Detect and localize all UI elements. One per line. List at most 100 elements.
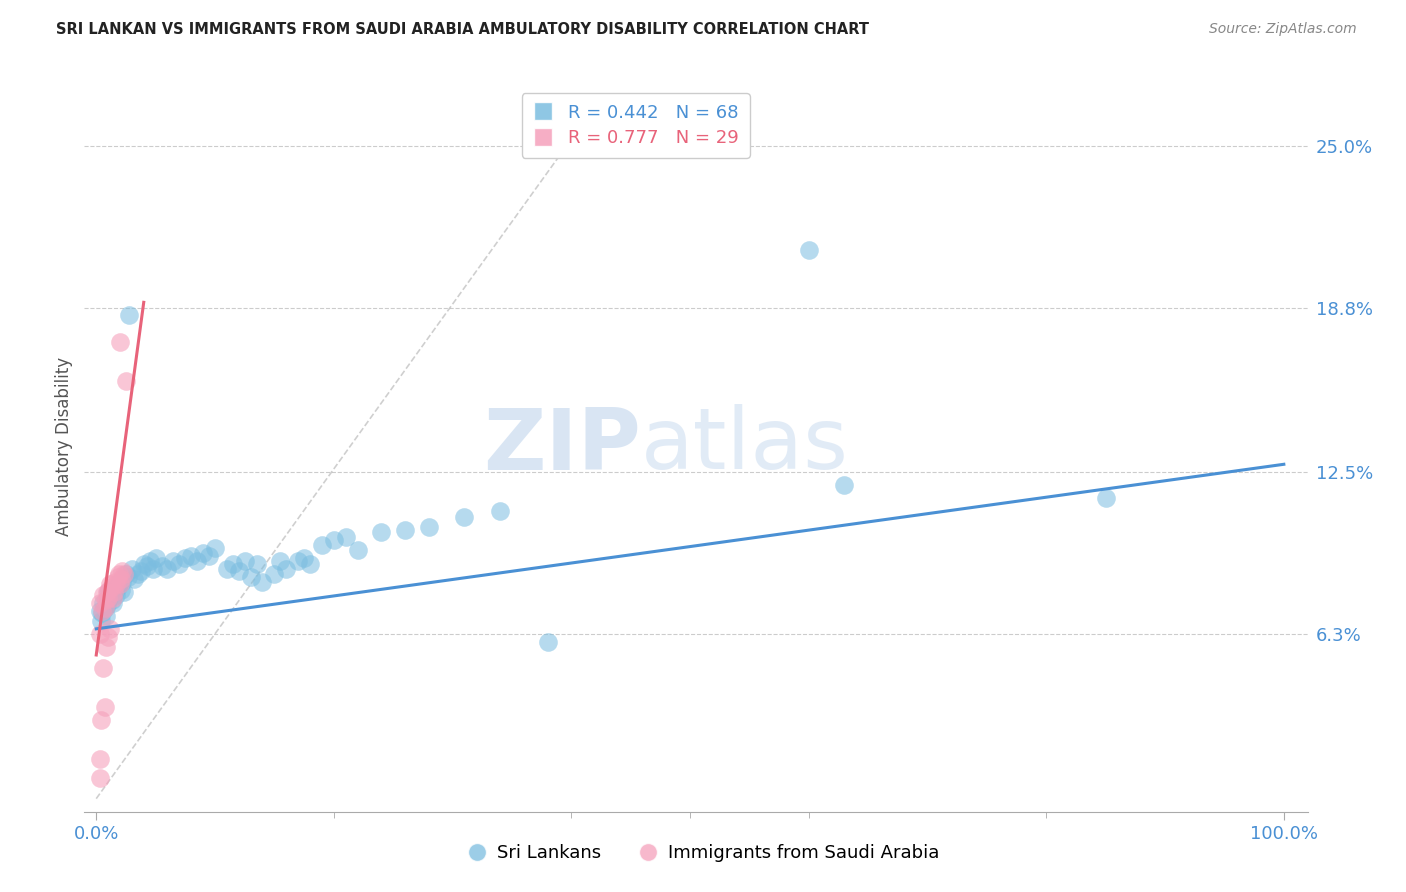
Point: [91, 604, 114, 618]
Point: [489, 504, 512, 518]
Point: [98, 591, 121, 605]
Point: [111, 565, 134, 579]
Point: [90, 714, 112, 728]
Point: [797, 243, 820, 257]
Point: [174, 551, 197, 566]
Point: [117, 569, 139, 583]
Point: [298, 557, 321, 571]
Point: [346, 543, 368, 558]
Point: [100, 577, 122, 591]
Point: [228, 565, 250, 579]
Point: [121, 562, 143, 576]
Point: [269, 554, 291, 568]
Point: [204, 541, 226, 555]
Point: [145, 551, 167, 566]
Point: [107, 577, 129, 591]
Point: [112, 567, 135, 582]
Point: [108, 334, 131, 349]
Point: [245, 557, 267, 571]
Point: [239, 569, 262, 583]
Point: [89, 596, 111, 610]
Point: [93, 588, 115, 602]
Point: [89, 752, 111, 766]
Point: [103, 582, 125, 597]
Point: [90, 614, 112, 628]
Point: [105, 588, 128, 602]
Point: [91, 606, 114, 620]
Point: [169, 557, 191, 571]
Point: [222, 557, 245, 571]
Point: [89, 627, 111, 641]
Point: [834, 478, 856, 492]
Point: [112, 585, 135, 599]
Point: [100, 588, 122, 602]
Legend: Sri Lankans, Immigrants from Saudi Arabia: Sri Lankans, Immigrants from Saudi Arabi…: [460, 838, 946, 870]
Point: [96, 599, 118, 613]
Point: [96, 585, 118, 599]
Point: [97, 591, 120, 605]
Point: [311, 538, 333, 552]
Point: [94, 640, 117, 655]
Text: Source: ZipAtlas.com: Source: ZipAtlas.com: [1209, 22, 1357, 37]
Point: [104, 574, 127, 589]
Legend: R = 0.442   N = 68, R = 0.777   N = 29: R = 0.442 N = 68, R = 0.777 N = 29: [522, 93, 749, 158]
Point: [115, 567, 138, 582]
Point: [322, 533, 344, 547]
Point: [292, 551, 315, 566]
Point: [252, 574, 274, 589]
Point: [101, 591, 124, 605]
Point: [104, 585, 127, 599]
Point: [127, 567, 149, 582]
Point: [418, 520, 440, 534]
Point: [198, 549, 221, 563]
Point: [97, 630, 120, 644]
Point: [142, 562, 165, 576]
Point: [162, 554, 184, 568]
Point: [150, 559, 173, 574]
Point: [276, 562, 298, 576]
Point: [107, 580, 129, 594]
Point: [1094, 491, 1116, 506]
Point: [103, 585, 125, 599]
Point: [263, 567, 285, 582]
Point: [111, 574, 134, 589]
Point: [215, 562, 238, 576]
Point: [132, 557, 155, 571]
Point: [110, 582, 132, 597]
Point: [131, 565, 153, 579]
Point: [122, 572, 145, 586]
Point: [94, 593, 117, 607]
Point: [536, 635, 558, 649]
Point: [370, 525, 392, 540]
Point: [108, 574, 131, 589]
Text: SRI LANKAN VS IMMIGRANTS FROM SAUDI ARABIA AMBULATORY DISABILITY CORRELATION CHA: SRI LANKAN VS IMMIGRANTS FROM SAUDI ARAB…: [56, 22, 869, 37]
Point: [93, 661, 115, 675]
Text: ZIP: ZIP: [484, 404, 641, 488]
Point: [287, 554, 309, 568]
Point: [191, 546, 214, 560]
Point: [453, 509, 475, 524]
Point: [100, 593, 122, 607]
Point: [97, 585, 120, 599]
Y-axis label: Ambulatory Disability: Ambulatory Disability: [55, 357, 73, 535]
Point: [93, 601, 115, 615]
Point: [335, 530, 357, 544]
Point: [98, 582, 121, 597]
Point: [93, 596, 115, 610]
Point: [100, 622, 122, 636]
Point: [115, 374, 138, 388]
Point: [136, 559, 159, 574]
Point: [156, 562, 179, 576]
Point: [108, 577, 131, 591]
Point: [94, 608, 117, 623]
Text: atlas: atlas: [641, 404, 849, 488]
Point: [107, 569, 129, 583]
Point: [105, 577, 128, 591]
Point: [107, 567, 129, 582]
Point: [394, 523, 416, 537]
Point: [118, 309, 141, 323]
Point: [100, 580, 122, 594]
Point: [93, 601, 115, 615]
Point: [186, 554, 208, 568]
Point: [97, 593, 120, 607]
